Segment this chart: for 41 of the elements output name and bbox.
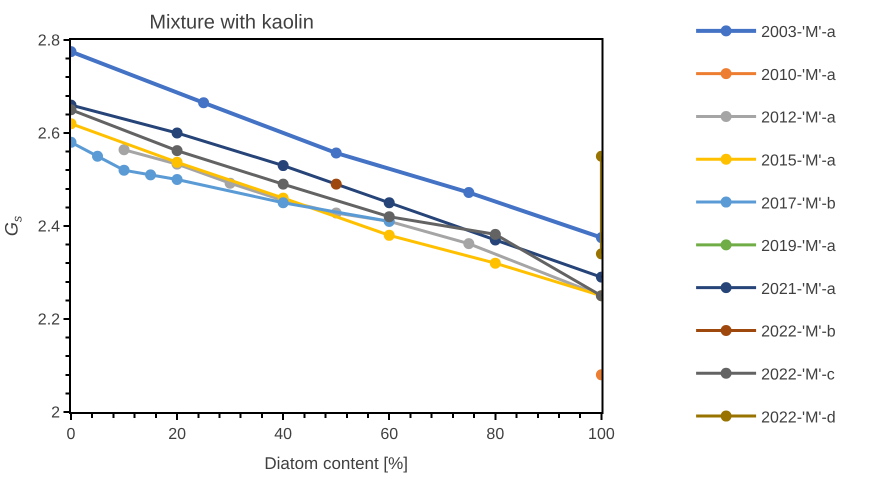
point — [118, 144, 130, 156]
point — [384, 230, 395, 241]
point — [118, 164, 130, 176]
x-tick-label: 0 — [66, 426, 76, 443]
y-tick-label: 2.6 — [38, 126, 60, 143]
point — [384, 197, 395, 208]
y-tick-label: 2.8 — [38, 32, 60, 50]
legend-label: 2022-'M'-b — [761, 324, 836, 341]
y-tick-label: 2.4 — [38, 218, 60, 236]
point — [384, 211, 395, 222]
x-tick-label: 60 — [380, 426, 398, 443]
legend-label: 2021-'M'-a — [761, 280, 836, 298]
point — [198, 97, 210, 108]
point — [278, 197, 289, 208]
point — [172, 145, 183, 156]
point — [172, 128, 183, 138]
legend-label: 2022-'M'-d — [761, 409, 836, 426]
point — [278, 178, 289, 190]
legend-label: 2012-'M'-a — [761, 110, 836, 127]
point — [330, 147, 342, 158]
point — [278, 160, 289, 172]
legend-label: 2022-'M'-c — [761, 366, 835, 384]
x-tick-label: 20 — [168, 426, 186, 443]
point — [145, 169, 156, 180]
legend-label: 2019-'M'-a — [761, 238, 836, 256]
x-tick-label: 100 — [588, 426, 615, 443]
x-tick-label: 80 — [486, 426, 504, 443]
legend-label: 2015-'M'-a — [761, 152, 836, 170]
legend-label: 2010-'M'-a — [761, 66, 836, 84]
y-tick-label: 2 — [51, 404, 60, 422]
point — [330, 178, 342, 190]
x-tick-label: 40 — [274, 426, 292, 443]
point — [92, 150, 104, 162]
x-axis-title: Diatom content [%] — [264, 454, 408, 473]
legend-label: 2003-'M'-a — [761, 24, 836, 42]
point — [172, 174, 183, 185]
legend-label: 2017-'M'-b — [761, 195, 836, 212]
y-tick-label: 2.2 — [38, 312, 60, 329]
point — [463, 187, 474, 198]
point — [463, 238, 474, 250]
chart-title: Mixture with kaolin — [149, 11, 314, 34]
